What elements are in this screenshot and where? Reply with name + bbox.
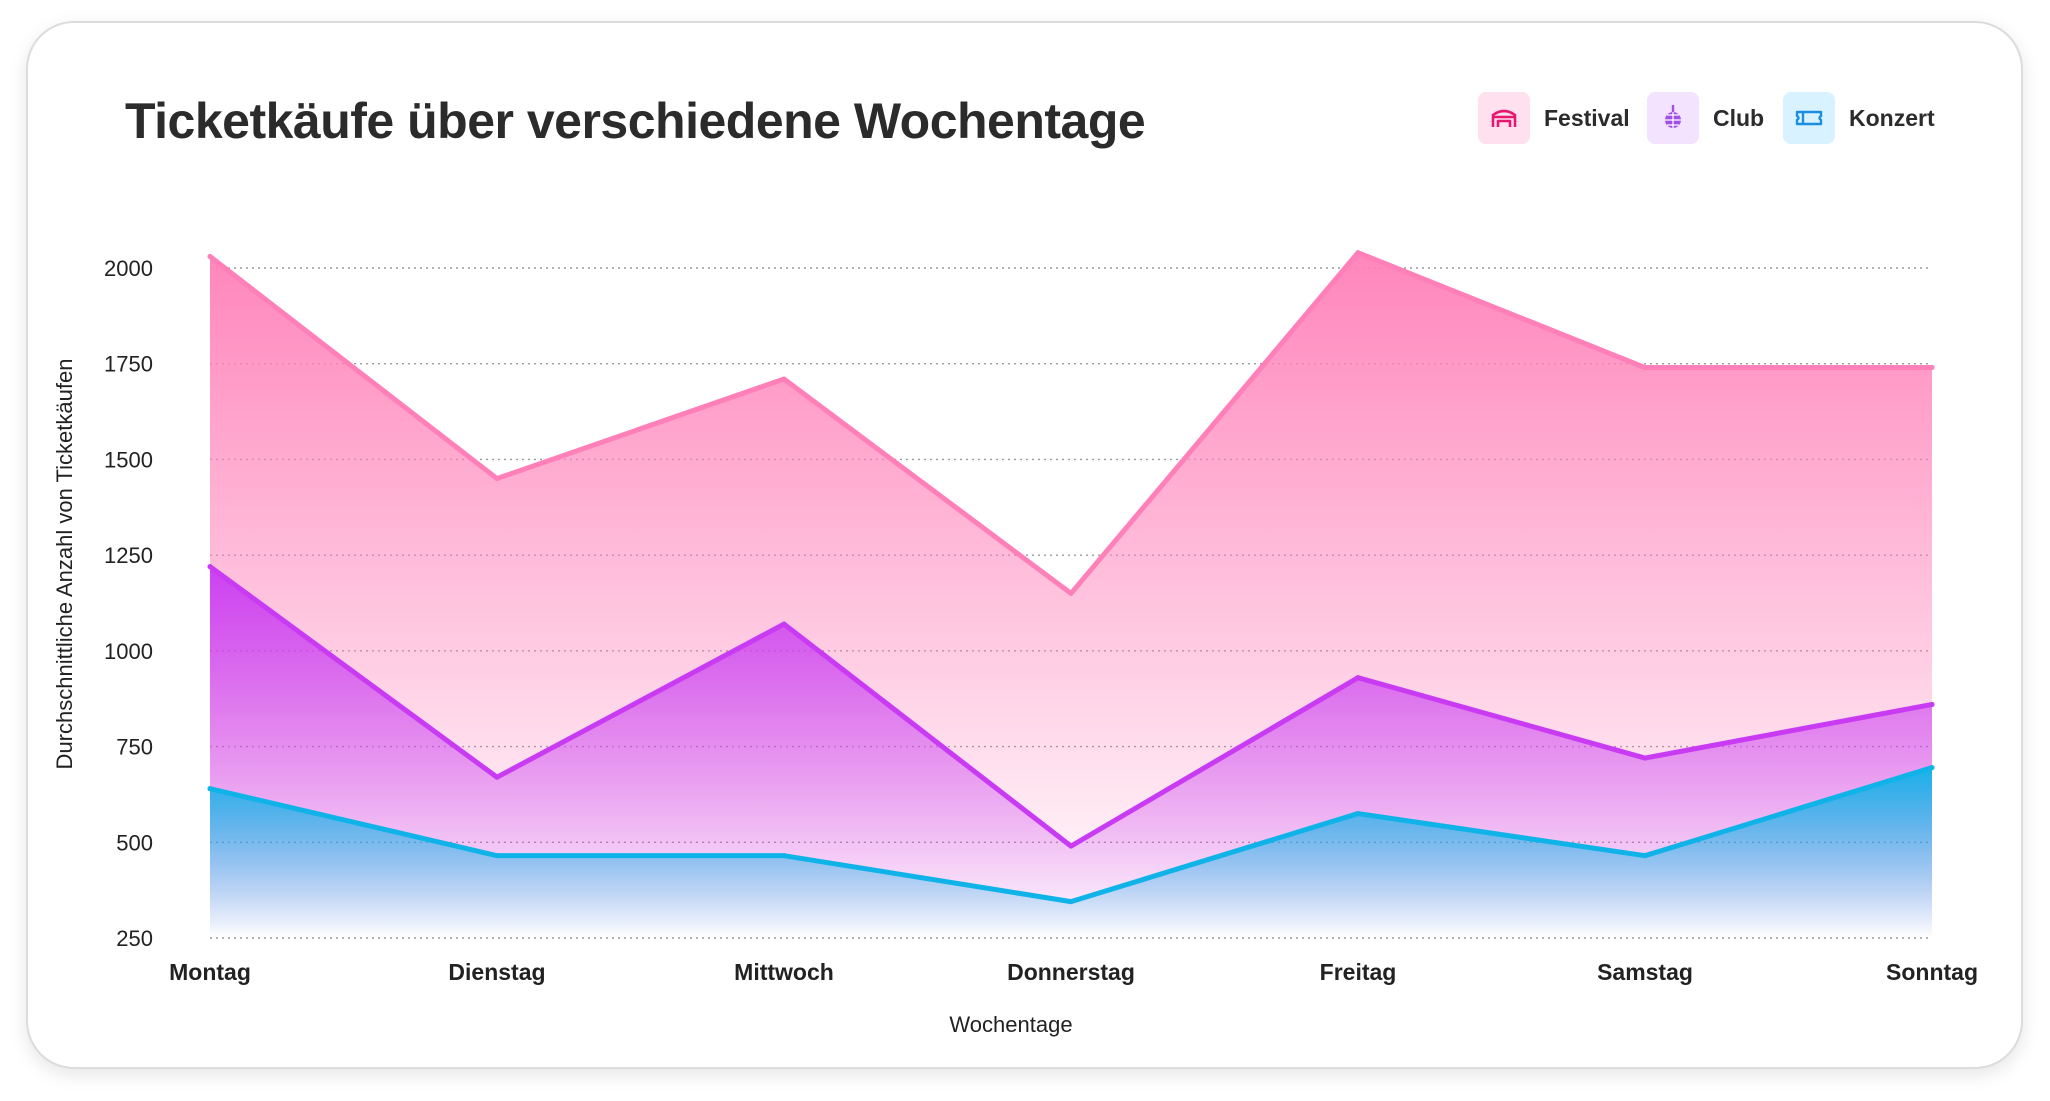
y-tick-label: 1000 bbox=[104, 639, 153, 664]
x-tick-label: Mittwoch bbox=[734, 959, 834, 985]
point-konzert-sonntag bbox=[1929, 765, 1935, 771]
point-festival-montag bbox=[207, 254, 213, 260]
point-konzert-montag bbox=[207, 786, 213, 792]
legend-item-konzert[interactable]: Konzert bbox=[1783, 92, 1935, 144]
point-festival-mittwoch bbox=[781, 376, 787, 382]
x-tick-label: Samstag bbox=[1597, 959, 1693, 985]
legend-label-festival: Festival bbox=[1544, 104, 1630, 131]
x-tick-label: Donnerstag bbox=[1007, 959, 1135, 985]
point-club-donnerstag bbox=[1068, 843, 1074, 849]
point-konzert-dienstag bbox=[494, 853, 500, 859]
y-tick-label: 2000 bbox=[104, 256, 153, 281]
series-lines bbox=[207, 250, 1935, 905]
point-club-samstag bbox=[1642, 755, 1648, 761]
disco-ball-icon bbox=[1665, 105, 1681, 128]
legend-chip-konzert bbox=[1783, 92, 1835, 144]
point-konzert-donnerstag bbox=[1068, 899, 1074, 905]
point-festival-samstag bbox=[1642, 365, 1648, 371]
y-tick-label: 1500 bbox=[104, 447, 153, 472]
x-axis-ticks: Montag Dienstag Mittwoch Donnerstag Freitag S… bbox=[169, 959, 1978, 985]
point-konzert-samstag bbox=[1642, 853, 1648, 859]
legend-chip-club bbox=[1647, 92, 1699, 144]
point-konzert-mittwoch bbox=[781, 853, 787, 859]
x-axis-label: Wochentage bbox=[949, 1012, 1072, 1037]
point-festival-sonntag bbox=[1929, 365, 1935, 371]
arena-icon bbox=[1491, 109, 1517, 127]
point-club-freitag bbox=[1355, 675, 1361, 681]
legend-item-festival[interactable]: Festival bbox=[1478, 92, 1630, 144]
y-tick-label: 250 bbox=[116, 926, 153, 951]
ticket-icon bbox=[1795, 110, 1823, 126]
y-axis-ticks: 250 500 750 1000 1250 1500 1750 2000 bbox=[104, 256, 153, 951]
x-tick-label: Dienstag bbox=[448, 959, 545, 985]
point-konzert-freitag bbox=[1355, 811, 1361, 817]
point-club-mittwoch bbox=[781, 621, 787, 627]
x-tick-label: Freitag bbox=[1320, 959, 1397, 985]
y-tick-label: 1750 bbox=[104, 352, 153, 377]
x-tick-label: Sonntag bbox=[1886, 959, 1978, 985]
point-festival-freitag bbox=[1355, 250, 1361, 256]
point-club-sonntag bbox=[1929, 701, 1935, 707]
y-tick-label: 1250 bbox=[104, 543, 153, 568]
point-festival-dienstag bbox=[494, 476, 500, 482]
point-festival-donnerstag bbox=[1068, 590, 1074, 596]
area-konzert bbox=[210, 767, 1932, 938]
legend-label-club: Club bbox=[1713, 104, 1765, 131]
legend-label-konzert: Konzert bbox=[1849, 104, 1935, 131]
y-tick-label: 750 bbox=[116, 735, 153, 760]
point-club-dienstag bbox=[494, 774, 500, 780]
legend-chip-festival bbox=[1478, 92, 1530, 144]
legend-item-club[interactable]: Club bbox=[1647, 92, 1764, 144]
y-axis-label: Durchschnittliche Anzahl von Ticketkäufe… bbox=[52, 359, 77, 770]
x-tick-label: Montag bbox=[169, 959, 251, 985]
y-tick-label: 500 bbox=[116, 830, 153, 855]
chart-title: Ticketkäufe über verschiedene Wochentage bbox=[125, 93, 1146, 149]
point-club-montag bbox=[207, 564, 213, 570]
